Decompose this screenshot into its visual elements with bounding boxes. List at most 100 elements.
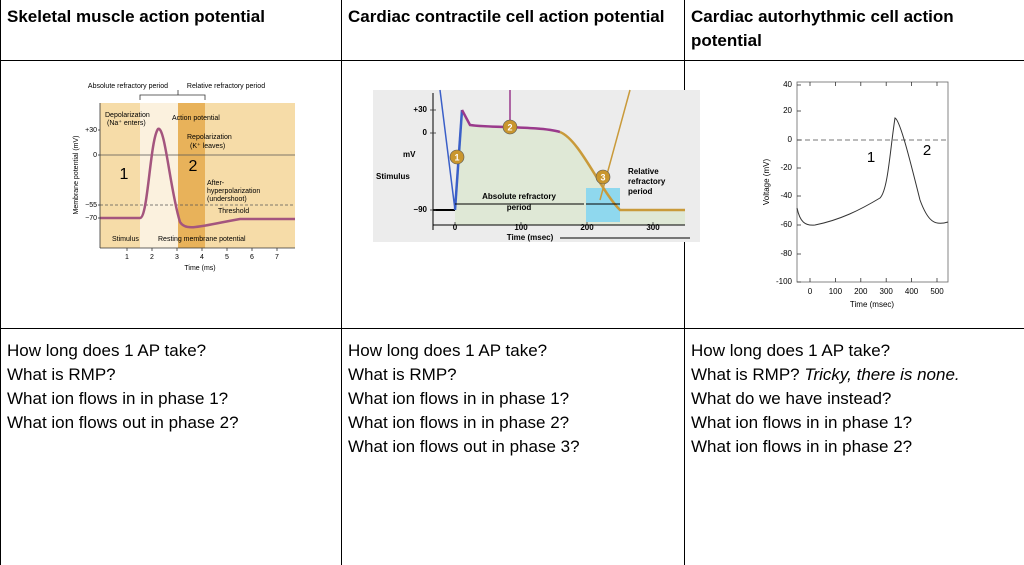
header-cell: Cardiac autorhythmic cell action potenti… (685, 0, 1024, 61)
fig-annotation: (Na⁺ enters) (107, 119, 146, 127)
question: What ion flows out in phase 2? (7, 413, 239, 432)
fig-annotation: After- (207, 180, 225, 187)
fig-annotation: Absolute refractory (482, 192, 556, 201)
x-tick-label: 4 (200, 254, 204, 261)
x-tick-label: 2 (150, 254, 154, 261)
y-tick-label: −70 (85, 215, 97, 222)
y-tick-label: 0 (423, 128, 428, 137)
header: Skeletal muscle action potential (7, 7, 265, 26)
x-tick-label: 300 (880, 287, 894, 296)
fig-annotation: (K⁺ leaves) (190, 142, 225, 150)
axis-label: Time (ms) (184, 265, 215, 272)
phase-label: 2 (189, 158, 198, 175)
x-tick-label: 0 (453, 223, 458, 232)
x-tick-label: 1 (125, 254, 129, 261)
question-note: Tricky, there is none. (804, 365, 960, 384)
x-tick-label: 200 (854, 287, 868, 296)
axis-label: Voltage (mV) (762, 159, 771, 206)
fig-annotation: Depolarization (105, 112, 150, 119)
figure-cell (0, 61, 342, 329)
x-tick-label: 5 (225, 254, 229, 261)
question: How long does 1 AP take? (691, 341, 891, 360)
x-tick-label: 300 (646, 223, 660, 232)
y-tick-label: -40 (780, 191, 792, 200)
axis-label: Membrane potential (mV) (73, 136, 80, 215)
fig-annotation: Stimulus (376, 172, 410, 181)
y-tick-label: 40 (783, 80, 792, 89)
x-tick-label: 200 (580, 223, 594, 232)
y-tick-label: -80 (780, 249, 792, 258)
question-cell: How long does 1 AP take? What is RMP? What… (342, 329, 685, 565)
fig1-bracket (139, 90, 206, 100)
fig-label: Relative refractory period (187, 83, 265, 90)
fig2-blue-line (439, 89, 456, 211)
fig1-abs-region (140, 103, 178, 248)
question-cell: How long does 1 AP take? What is RMP? What… (0, 329, 342, 565)
y-tick-label: +30 (85, 127, 97, 134)
fig2-fill (455, 110, 685, 225)
fig-annotation: Repolarization (187, 134, 232, 141)
fig3-frame (796, 81, 949, 283)
x-tick-label: 3 (175, 254, 179, 261)
header-cell: Cardiac contractile cell action potentia… (342, 0, 685, 61)
question: What is RMP? (348, 365, 457, 384)
fig-annotation: Action potential (172, 115, 220, 122)
question: What ion flows in in phase 1? (7, 389, 229, 408)
question-cell: How long does 1 AP take? What is RMP? Tri… (685, 329, 1024, 565)
x-tick-label: 6 (250, 254, 254, 261)
fig-annotation: period (628, 187, 653, 196)
header-cell: Skeletal muscle action potential (0, 0, 342, 61)
question: How long does 1 AP take? (348, 341, 548, 360)
x-tick-label: 0 (808, 287, 813, 296)
x-tick-label: 500 (930, 287, 944, 296)
fig-annotation: Stimulus (112, 236, 139, 243)
axis-label: Time (msec) (507, 233, 554, 242)
axis-label: mV (403, 150, 416, 159)
phase-label: 3 (600, 172, 605, 182)
fig-annotation: (undershoot) (207, 196, 247, 203)
phase-badge (502, 119, 518, 135)
phase-label: 1 (120, 166, 129, 183)
y-tick-label: +30 (413, 105, 427, 114)
y-tick-label: −90 (413, 205, 427, 214)
phase-label: 2 (923, 142, 931, 159)
fig1-curve (100, 127, 295, 229)
y-tick-label: 0 (788, 135, 793, 144)
fig3-curve (796, 117, 949, 226)
fig2-repol (559, 130, 685, 212)
question: What ion flows in in phase 2? (348, 413, 570, 432)
figure-cell (685, 61, 1024, 329)
y-tick-label: -60 (780, 220, 792, 229)
phase-label: 1 (867, 149, 875, 166)
fig-annotation: refractory (628, 177, 666, 186)
y-tick-label: -20 (780, 163, 792, 172)
question: What ion flows in in phase 1? (348, 389, 570, 408)
phase-badge (595, 169, 611, 185)
header: Cardiac autorhythmic cell action potenti… (691, 7, 954, 50)
axis-label: Time (msec) (850, 300, 894, 309)
question: What ion flows out in phase 3? (348, 437, 580, 456)
header: Cardiac contractile cell action potentia… (348, 7, 665, 26)
phase-label: 1 (454, 152, 459, 162)
question: What is RMP? (7, 365, 116, 384)
y-tick-label: 0 (93, 152, 97, 159)
question: What ion flows in in phase 1? (691, 413, 913, 432)
phase-badge (449, 149, 465, 165)
question-text: What is RMP? (691, 365, 805, 384)
phase-label: 2 (507, 122, 512, 132)
question: What is RMP? Tricky, there is none. (691, 363, 1018, 387)
y-tick-label: 20 (783, 106, 792, 115)
x-tick-label: 100 (829, 287, 843, 296)
question: How long does 1 AP take? (7, 341, 207, 360)
fig-label: Absolute refractory period (88, 83, 168, 90)
fig-annotation: Resting membrane potential (158, 236, 246, 243)
fig-annotation: Relative (628, 167, 659, 176)
x-tick-label: 7 (275, 254, 279, 261)
fig-annotation: period (507, 203, 532, 212)
question: What ion flows in in phase 2? (691, 437, 913, 456)
y-tick-label: -100 (776, 277, 793, 286)
x-tick-label: 100 (514, 223, 528, 232)
question: What do we have instead? (691, 389, 892, 408)
